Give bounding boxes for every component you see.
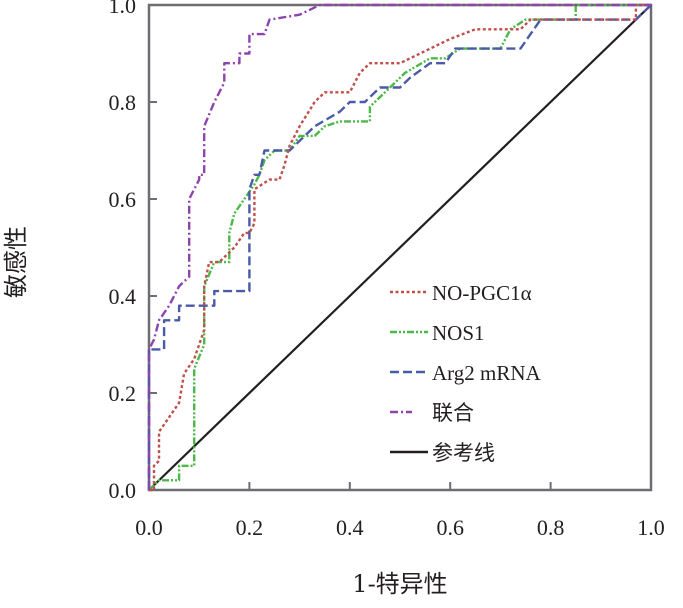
y-tick-label: 0.0 <box>109 478 137 503</box>
legend-label: 参考线 <box>432 441 495 465</box>
x-tick-label: 0.4 <box>336 515 364 540</box>
y-axis-title: 敏感性 <box>2 226 30 298</box>
x-tick-label: 0.0 <box>135 515 163 540</box>
series-line-4 <box>148 4 652 491</box>
legend-label: NO-PGC1α <box>432 281 532 305</box>
x-axis-ticks: 0.0 0.2 0.4 0.6 0.8 1.0 <box>135 482 665 540</box>
series-line-3 <box>147 3 651 490</box>
y-axis-ticks: 0.0 0.2 0.4 0.6 0.8 1.0 <box>109 0 157 503</box>
series-line-2 <box>147 4 652 490</box>
x-axis-title: 1-特异性 <box>352 570 447 598</box>
y-tick-label: 0.4 <box>109 284 137 309</box>
x-tick-label: 0.6 <box>436 515 464 540</box>
x-tick-label: 0.8 <box>537 515 565 540</box>
legend-label: Arg2 mRNA <box>432 361 542 385</box>
x-tick-label: 1.0 <box>637 515 665 540</box>
y-tick-label: 1.0 <box>109 0 137 18</box>
y-tick-label: 0.6 <box>109 187 137 212</box>
x-tick-label: 0.2 <box>236 515 264 540</box>
legend-label: 联合 <box>432 401 474 425</box>
y-tick-label: 0.8 <box>109 90 137 115</box>
y-tick-label: 0.2 <box>109 381 137 406</box>
series-layer <box>147 3 652 492</box>
legend-label: NOS1 <box>432 321 485 345</box>
series-line-0 <box>149 3 651 492</box>
